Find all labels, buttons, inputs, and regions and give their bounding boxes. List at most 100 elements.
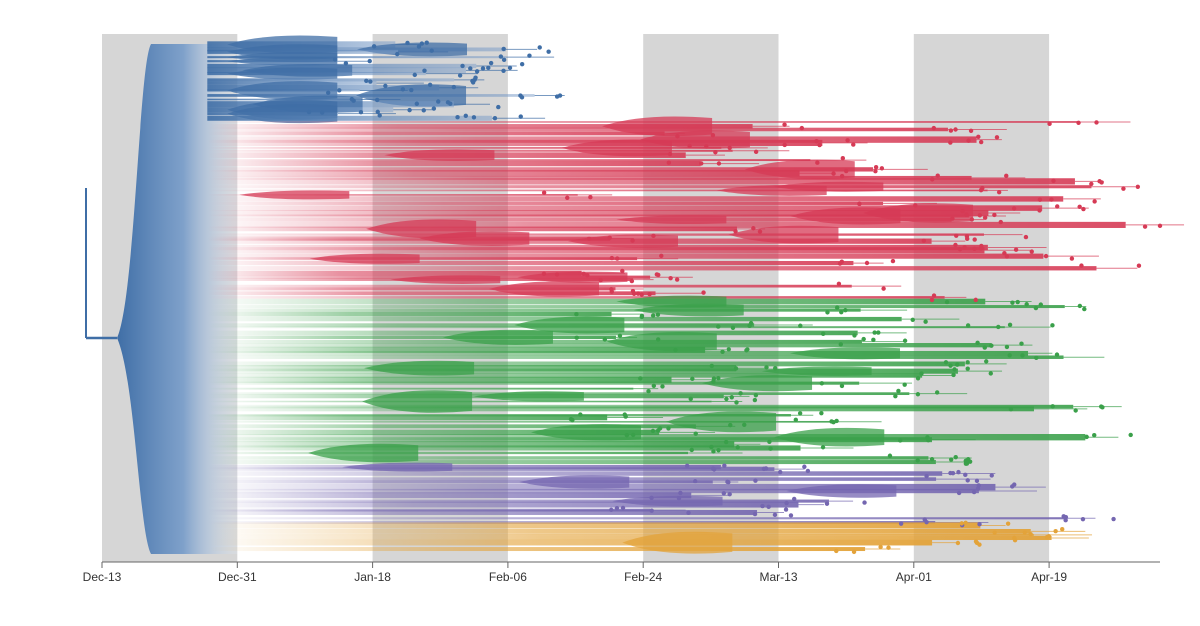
tip-marker <box>405 40 410 46</box>
tip-marker <box>468 66 473 71</box>
tip-marker <box>1005 521 1011 526</box>
tip-marker <box>518 93 523 98</box>
tip-marker <box>371 44 377 49</box>
tip-marker <box>1038 302 1044 307</box>
tip-marker <box>838 342 843 347</box>
tip-marker <box>963 520 968 526</box>
branch <box>207 127 948 132</box>
branch <box>207 308 861 312</box>
tip-marker <box>753 478 758 483</box>
tip-marker <box>395 51 400 57</box>
tip-marker <box>375 109 380 115</box>
tip-marker <box>792 496 797 502</box>
tip-marker <box>649 508 654 513</box>
branch <box>207 437 932 443</box>
tip-marker <box>898 438 903 443</box>
tip-marker <box>930 177 935 182</box>
tip-marker <box>989 343 994 348</box>
tip-marker <box>1004 173 1009 179</box>
tip-marker <box>929 456 935 462</box>
branch <box>207 136 977 143</box>
tip-marker <box>554 94 560 99</box>
tip-marker <box>973 297 978 303</box>
tip-marker <box>615 256 620 261</box>
tip-marker <box>1092 432 1097 438</box>
branch <box>207 467 775 471</box>
branch <box>207 376 672 383</box>
sub-clade <box>227 56 338 66</box>
tip-marker <box>1004 344 1010 350</box>
tip-marker <box>733 366 739 371</box>
tip-marker <box>501 57 507 63</box>
tip-marker <box>570 417 575 423</box>
tip-marker <box>955 362 960 367</box>
branch <box>207 175 972 180</box>
branch <box>207 323 755 327</box>
tip-marker <box>992 530 997 535</box>
x-tick-label: Feb-06 <box>489 570 527 584</box>
x-tick-label: Dec-31 <box>218 570 257 584</box>
tip-marker <box>910 317 915 323</box>
tip-marker <box>368 79 373 84</box>
tip-marker <box>727 145 732 151</box>
tip-marker <box>650 313 656 318</box>
tip-marker <box>457 73 463 78</box>
sub-clade <box>561 139 672 157</box>
tip-marker <box>876 330 881 335</box>
tip-marker <box>693 431 698 436</box>
branch <box>207 381 860 385</box>
branch <box>207 233 984 236</box>
tip-marker <box>630 238 635 243</box>
tip-marker <box>728 422 733 428</box>
tip-marker <box>1050 404 1055 409</box>
tip-marker <box>690 376 695 381</box>
tip-marker <box>325 90 331 95</box>
tip-marker <box>349 96 355 102</box>
branch <box>207 539 933 546</box>
branch <box>207 424 696 429</box>
sub-clade <box>616 215 727 225</box>
tip-marker <box>1136 263 1142 268</box>
tip-marker <box>1053 528 1058 534</box>
tip-marker <box>915 458 920 463</box>
tip-marker <box>541 190 547 195</box>
tip-marker <box>407 107 412 113</box>
tip-marker <box>819 410 824 416</box>
branch <box>207 434 1086 441</box>
x-tick-label: Feb-24 <box>624 570 662 584</box>
tip-marker <box>836 281 842 287</box>
branch <box>207 194 578 196</box>
tip-marker <box>1073 408 1078 413</box>
tip-marker <box>364 78 369 83</box>
tip-marker <box>492 116 498 121</box>
tip-marker <box>451 84 457 90</box>
branch <box>207 189 988 192</box>
tip-marker <box>996 324 1001 330</box>
branch <box>207 368 958 374</box>
tip-marker <box>805 468 811 474</box>
tip-marker <box>1099 180 1104 185</box>
tip-marker <box>686 510 691 515</box>
tip-marker <box>929 297 935 303</box>
tip-marker <box>727 491 732 497</box>
tip-marker <box>711 449 716 454</box>
branch <box>207 373 923 378</box>
tip-marker <box>817 142 822 148</box>
tip-marker <box>996 189 1002 195</box>
branch <box>207 196 1064 202</box>
tip-marker <box>951 372 956 378</box>
tip-marker <box>1047 121 1052 127</box>
tip-marker <box>839 173 845 179</box>
tip-marker <box>709 444 714 450</box>
tip-marker <box>925 435 930 440</box>
sub-clade <box>514 316 625 334</box>
tip-marker <box>871 337 876 343</box>
tip-marker <box>879 166 885 171</box>
tip-marker <box>726 480 731 485</box>
tip-marker <box>852 333 857 338</box>
tip-marker <box>460 63 465 69</box>
tip-marker <box>585 273 590 278</box>
tip-marker <box>992 212 997 218</box>
tip-marker <box>924 473 929 479</box>
tree-tips <box>306 40 1163 555</box>
